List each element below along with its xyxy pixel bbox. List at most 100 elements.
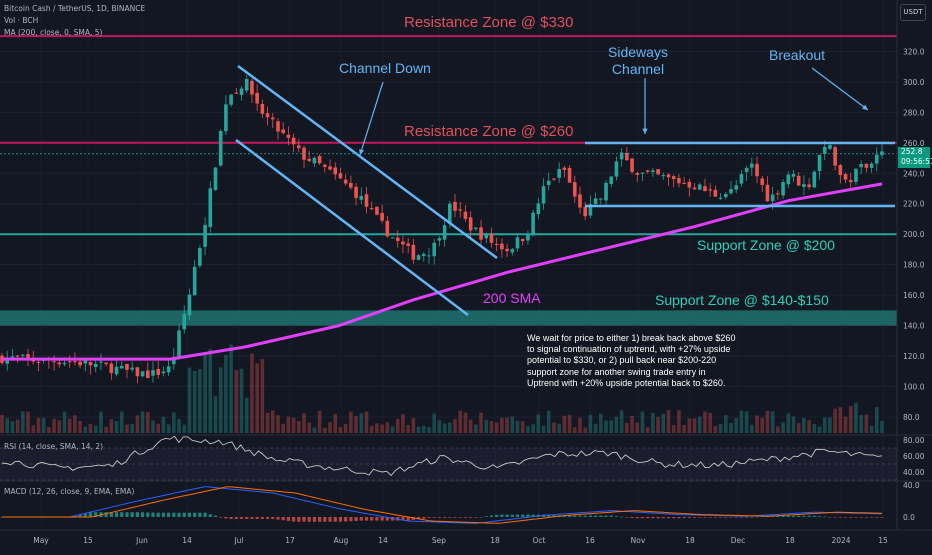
candle-body-99 — [515, 237, 520, 249]
volume-bar-80 — [416, 426, 421, 433]
macd-hist-96 — [500, 514, 504, 517]
candle-body-45 — [234, 92, 239, 94]
volume-bar-158 — [822, 417, 827, 433]
macd-hist-20 — [104, 512, 108, 517]
macd-hist-125 — [651, 517, 655, 519]
volume-legend[interactable]: Vol · BCH — [4, 16, 39, 25]
volume-bar-163 — [848, 406, 853, 433]
volume-bar-72 — [375, 423, 379, 433]
macd-hist-166 — [864, 517, 868, 518]
candle-body-33 — [172, 357, 176, 365]
candle-body-19 — [99, 361, 103, 363]
volume-bar-120 — [625, 422, 629, 433]
macd-hist-21 — [109, 512, 113, 517]
candle-body-78 — [406, 243, 410, 246]
candle-body-134 — [697, 184, 702, 190]
label-channel-down: Channel Down — [339, 60, 431, 76]
volume-bar-66 — [343, 423, 348, 433]
candle-body-109 — [567, 167, 572, 183]
time-label-4: Jul — [233, 536, 243, 545]
candle-body-114 — [593, 198, 598, 204]
candle-body-135 — [703, 186, 707, 192]
macd-hist-58 — [302, 517, 306, 522]
candle-body-88 — [458, 209, 463, 211]
candle-body-32 — [166, 366, 171, 373]
candle-body-169 — [880, 151, 884, 156]
candle-body-44 — [229, 94, 233, 105]
time-label-10: Oct — [533, 536, 546, 545]
candle-body-25 — [130, 367, 134, 370]
candle-body-162 — [843, 174, 848, 180]
label-sideways-1: Sideways — [608, 44, 668, 60]
volume-bar-109 — [567, 414, 572, 433]
candle-body-96 — [500, 243, 504, 250]
label-resistance-330: Resistance Zone @ $330 — [404, 14, 574, 31]
breakout-arrow-head — [862, 104, 868, 110]
macd-hist-94 — [489, 515, 494, 517]
candle-body-100 — [520, 238, 525, 242]
volume-bar-53 — [276, 415, 280, 433]
macd-hist-48 — [250, 517, 254, 519]
candle-body-69 — [359, 195, 364, 200]
macd-hist-130 — [677, 517, 681, 519]
volume-bar-21 — [109, 419, 114, 433]
volume-bar-92 — [479, 412, 483, 433]
volume-bar-147 — [765, 410, 770, 433]
symbol-title[interactable]: Bitcoin Cash / TetherUS, 1D, BINANCE — [4, 4, 146, 13]
macd-hist-159 — [828, 516, 832, 518]
volume-bar-28 — [145, 412, 150, 433]
volume-bar-139 — [723, 415, 728, 433]
currency-button[interactable]: USDT — [900, 4, 926, 21]
volume-bar-135 — [703, 411, 707, 433]
candle-body-155 — [807, 184, 811, 187]
rsi-legend[interactable]: RSI (14, close, SMA, 14, 2) — [4, 442, 104, 451]
macd-hist-50 — [260, 517, 264, 519]
price-axis[interactable]: 320.0 300.0 280.0 260.0 240.0 220.0 200.0 180.0… — [896, 0, 925, 530]
candle-body-57 — [297, 145, 301, 149]
candle-body-136 — [708, 189, 712, 191]
macd-pane[interactable]: 40.0 0.0 — [0, 480, 932, 524]
candle-body-72 — [375, 206, 379, 215]
volume-bar-154 — [802, 417, 806, 433]
candle-body-66 — [343, 179, 348, 184]
macd-hist-110 — [573, 515, 577, 517]
price-tick-100: 100.0 — [903, 383, 925, 392]
volume-bar-60 — [312, 427, 317, 433]
volume-bar-167 — [869, 425, 874, 433]
macd-legend[interactable]: MACD (12, 26, close, 9, EMA, EMA) — [4, 487, 135, 496]
macd-hist-33 — [172, 512, 176, 517]
macd-hist-24 — [125, 512, 129, 517]
candle-body-62 — [323, 164, 327, 167]
candle-body-129 — [671, 176, 676, 180]
time-axis[interactable]: May 15 Jun 14 Jul 17 Aug 14 Sep 18 Oct 16 Nov 18 Dec 18… — [0, 529, 932, 545]
macd-hist-116 — [604, 515, 608, 517]
breakout-arrow-shaft — [811, 67, 869, 111]
candle-body-63 — [328, 166, 332, 170]
volume-bar-128 — [666, 410, 671, 433]
volume-bar-129 — [671, 425, 676, 433]
ma-legend[interactable]: MA (200, close, 0, SMA, 5) — [4, 28, 103, 37]
time-label-17: 15 — [878, 536, 888, 545]
macd-hist-123 — [640, 517, 645, 519]
label-sideways-2: Channel — [612, 61, 664, 77]
rsi-pane[interactable]: 80.00 60.00 40.00 — [0, 434, 932, 481]
macd-hist-168 — [875, 517, 879, 518]
time-label-15: 18 — [785, 536, 795, 545]
volume-bar-10 — [52, 418, 56, 433]
price-tick-320: 320.0 — [903, 47, 925, 56]
volume-bar-1 — [5, 418, 10, 433]
candle-body-101 — [526, 234, 530, 241]
macd-hist-124 — [646, 517, 650, 519]
volume-bar-30 — [156, 423, 161, 433]
macd-hist-55 — [286, 517, 290, 521]
analysis-note: We wait for price to either 1) break bac… — [527, 333, 736, 388]
candle-body-107 — [557, 168, 561, 178]
volume-bar-153 — [796, 423, 801, 433]
last-price-value: 252.8 — [901, 147, 923, 156]
sideways-arrow-head — [642, 128, 648, 134]
volume-bar-141 — [734, 418, 739, 433]
candle-body-156 — [812, 171, 817, 188]
macd-hist-59 — [307, 517, 311, 522]
